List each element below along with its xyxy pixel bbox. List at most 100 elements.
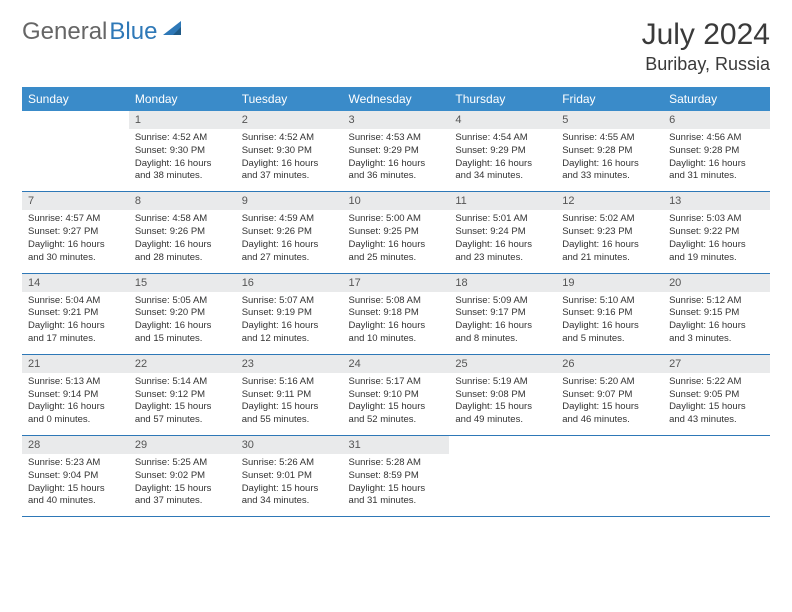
day-number: 2	[236, 111, 343, 129]
calendar-cell: 12Sunrise: 5:02 AMSunset: 9:23 PMDayligh…	[556, 192, 663, 273]
day-number: 17	[343, 274, 450, 292]
day-number: 10	[343, 192, 450, 210]
day-number: 11	[449, 192, 556, 210]
sunset-text: Sunset: 9:20 PM	[135, 307, 230, 320]
calendar-cell: 8Sunrise: 4:58 AMSunset: 9:26 PMDaylight…	[129, 192, 236, 273]
day-body: Sunrise: 5:25 AMSunset: 9:02 PMDaylight:…	[129, 454, 236, 516]
day-body: Sunrise: 5:00 AMSunset: 9:25 PMDaylight:…	[343, 210, 450, 272]
day-number: 9	[236, 192, 343, 210]
calendar-cell: 17Sunrise: 5:08 AMSunset: 9:18 PMDayligh…	[343, 273, 450, 354]
day-body: Sunrise: 4:52 AMSunset: 9:30 PMDaylight:…	[236, 129, 343, 191]
day-number: 16	[236, 274, 343, 292]
day-body: Sunrise: 5:02 AMSunset: 9:23 PMDaylight:…	[556, 210, 663, 272]
sunset-text: Sunset: 9:30 PM	[135, 145, 230, 158]
day-number: 21	[22, 355, 129, 373]
sunset-text: Sunset: 9:02 PM	[135, 470, 230, 483]
calendar-week-row: 1Sunrise: 4:52 AMSunset: 9:30 PMDaylight…	[22, 111, 770, 192]
sunrise-text: Sunrise: 5:12 AM	[669, 295, 764, 308]
daylight-text: Daylight: 16 hours and 19 minutes.	[669, 239, 764, 265]
calendar-header-row: SundayMondayTuesdayWednesdayThursdayFrid…	[22, 87, 770, 111]
calendar-cell: 30Sunrise: 5:26 AMSunset: 9:01 PMDayligh…	[236, 436, 343, 517]
calendar-cell: 2Sunrise: 4:52 AMSunset: 9:30 PMDaylight…	[236, 111, 343, 192]
day-body: Sunrise: 5:23 AMSunset: 9:04 PMDaylight:…	[22, 454, 129, 516]
sunset-text: Sunset: 9:26 PM	[135, 226, 230, 239]
day-number: 30	[236, 436, 343, 454]
sunrise-text: Sunrise: 5:13 AM	[28, 376, 123, 389]
day-number: 24	[343, 355, 450, 373]
sunrise-text: Sunrise: 4:54 AM	[455, 132, 550, 145]
daylight-text: Daylight: 15 hours and 34 minutes.	[242, 483, 337, 509]
sunset-text: Sunset: 9:05 PM	[669, 389, 764, 402]
sunset-text: Sunset: 9:07 PM	[562, 389, 657, 402]
daylight-text: Daylight: 15 hours and 31 minutes.	[349, 483, 444, 509]
sunset-text: Sunset: 9:14 PM	[28, 389, 123, 402]
sunrise-text: Sunrise: 5:08 AM	[349, 295, 444, 308]
day-body: Sunrise: 5:17 AMSunset: 9:10 PMDaylight:…	[343, 373, 450, 435]
calendar-cell: 7Sunrise: 4:57 AMSunset: 9:27 PMDaylight…	[22, 192, 129, 273]
day-body: Sunrise: 5:01 AMSunset: 9:24 PMDaylight:…	[449, 210, 556, 272]
day-number: 15	[129, 274, 236, 292]
calendar-cell: 23Sunrise: 5:16 AMSunset: 9:11 PMDayligh…	[236, 354, 343, 435]
sunset-text: Sunset: 9:27 PM	[28, 226, 123, 239]
calendar-cell: 22Sunrise: 5:14 AMSunset: 9:12 PMDayligh…	[129, 354, 236, 435]
day-body: Sunrise: 5:14 AMSunset: 9:12 PMDaylight:…	[129, 373, 236, 435]
calendar-cell: 24Sunrise: 5:17 AMSunset: 9:10 PMDayligh…	[343, 354, 450, 435]
day-number: 22	[129, 355, 236, 373]
sunrise-text: Sunrise: 5:07 AM	[242, 295, 337, 308]
day-number-empty	[663, 436, 770, 454]
sunrise-text: Sunrise: 4:53 AM	[349, 132, 444, 145]
daylight-text: Daylight: 16 hours and 36 minutes.	[349, 158, 444, 184]
day-number: 26	[556, 355, 663, 373]
daylight-text: Daylight: 16 hours and 37 minutes.	[242, 158, 337, 184]
sunrise-text: Sunrise: 5:05 AM	[135, 295, 230, 308]
sunset-text: Sunset: 9:21 PM	[28, 307, 123, 320]
calendar-cell: 6Sunrise: 4:56 AMSunset: 9:28 PMDaylight…	[663, 111, 770, 192]
sunset-text: Sunset: 9:30 PM	[242, 145, 337, 158]
daylight-text: Daylight: 16 hours and 12 minutes.	[242, 320, 337, 346]
sunrise-text: Sunrise: 5:02 AM	[562, 213, 657, 226]
sunrise-text: Sunrise: 4:56 AM	[669, 132, 764, 145]
sunrise-text: Sunrise: 4:55 AM	[562, 132, 657, 145]
calendar-cell: 3Sunrise: 4:53 AMSunset: 9:29 PMDaylight…	[343, 111, 450, 192]
day-number: 31	[343, 436, 450, 454]
daylight-text: Daylight: 16 hours and 30 minutes.	[28, 239, 123, 265]
day-number: 25	[449, 355, 556, 373]
daylight-text: Daylight: 16 hours and 38 minutes.	[135, 158, 230, 184]
day-body: Sunrise: 4:58 AMSunset: 9:26 PMDaylight:…	[129, 210, 236, 272]
day-body: Sunrise: 4:56 AMSunset: 9:28 PMDaylight:…	[663, 129, 770, 191]
day-body: Sunrise: 4:55 AMSunset: 9:28 PMDaylight:…	[556, 129, 663, 191]
sunrise-text: Sunrise: 5:00 AM	[349, 213, 444, 226]
sunset-text: Sunset: 9:25 PM	[349, 226, 444, 239]
day-body: Sunrise: 5:08 AMSunset: 9:18 PMDaylight:…	[343, 292, 450, 354]
sunset-text: Sunset: 9:28 PM	[562, 145, 657, 158]
sunrise-text: Sunrise: 5:16 AM	[242, 376, 337, 389]
calendar-cell	[449, 436, 556, 517]
day-body: Sunrise: 4:54 AMSunset: 9:29 PMDaylight:…	[449, 129, 556, 191]
calendar-cell: 18Sunrise: 5:09 AMSunset: 9:17 PMDayligh…	[449, 273, 556, 354]
daylight-text: Daylight: 16 hours and 15 minutes.	[135, 320, 230, 346]
sunset-text: Sunset: 9:18 PM	[349, 307, 444, 320]
day-number: 3	[343, 111, 450, 129]
calendar-body: 1Sunrise: 4:52 AMSunset: 9:30 PMDaylight…	[22, 111, 770, 517]
sunrise-text: Sunrise: 4:58 AM	[135, 213, 230, 226]
sunrise-text: Sunrise: 5:25 AM	[135, 457, 230, 470]
day-body: Sunrise: 5:19 AMSunset: 9:08 PMDaylight:…	[449, 373, 556, 435]
sunset-text: Sunset: 9:12 PM	[135, 389, 230, 402]
calendar-cell: 10Sunrise: 5:00 AMSunset: 9:25 PMDayligh…	[343, 192, 450, 273]
brand-sail-icon	[161, 19, 183, 37]
daylight-text: Daylight: 16 hours and 28 minutes.	[135, 239, 230, 265]
day-number: 13	[663, 192, 770, 210]
weekday-header: Friday	[556, 87, 663, 111]
day-body-empty	[22, 129, 129, 185]
daylight-text: Daylight: 15 hours and 37 minutes.	[135, 483, 230, 509]
daylight-text: Daylight: 16 hours and 3 minutes.	[669, 320, 764, 346]
calendar-week-row: 28Sunrise: 5:23 AMSunset: 9:04 PMDayligh…	[22, 436, 770, 517]
sunset-text: Sunset: 9:26 PM	[242, 226, 337, 239]
calendar-cell: 19Sunrise: 5:10 AMSunset: 9:16 PMDayligh…	[556, 273, 663, 354]
calendar-week-row: 14Sunrise: 5:04 AMSunset: 9:21 PMDayligh…	[22, 273, 770, 354]
daylight-text: Daylight: 15 hours and 40 minutes.	[28, 483, 123, 509]
sunrise-text: Sunrise: 5:17 AM	[349, 376, 444, 389]
sunrise-text: Sunrise: 5:20 AM	[562, 376, 657, 389]
sunset-text: Sunset: 9:23 PM	[562, 226, 657, 239]
day-body: Sunrise: 5:12 AMSunset: 9:15 PMDaylight:…	[663, 292, 770, 354]
